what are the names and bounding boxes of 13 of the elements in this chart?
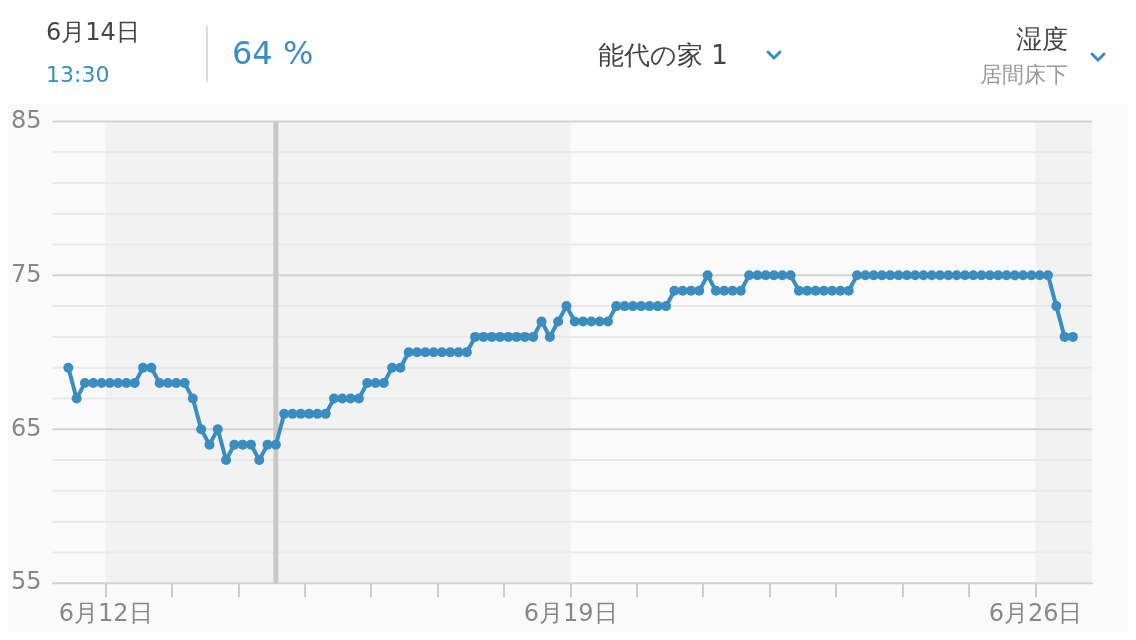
y-tick-label: 65: [10, 413, 42, 442]
y-tick-label: 85: [10, 105, 42, 134]
x-tick-label: 6月19日: [523, 598, 618, 627]
text: 6月14日: [46, 17, 140, 48]
text: 64 %: [232, 34, 314, 72]
x-tick-label: 6月12日: [58, 598, 153, 627]
text: 湿度: [1016, 23, 1068, 56]
x-tick-label: 6月26日: [988, 598, 1083, 627]
text: 13:30: [46, 62, 110, 87]
text: 居間床下: [980, 61, 1068, 89]
chart-title: 能代の家 1: [598, 39, 728, 72]
y-tick-label: 55: [10, 567, 42, 596]
y-tick-label: 75: [10, 259, 42, 288]
